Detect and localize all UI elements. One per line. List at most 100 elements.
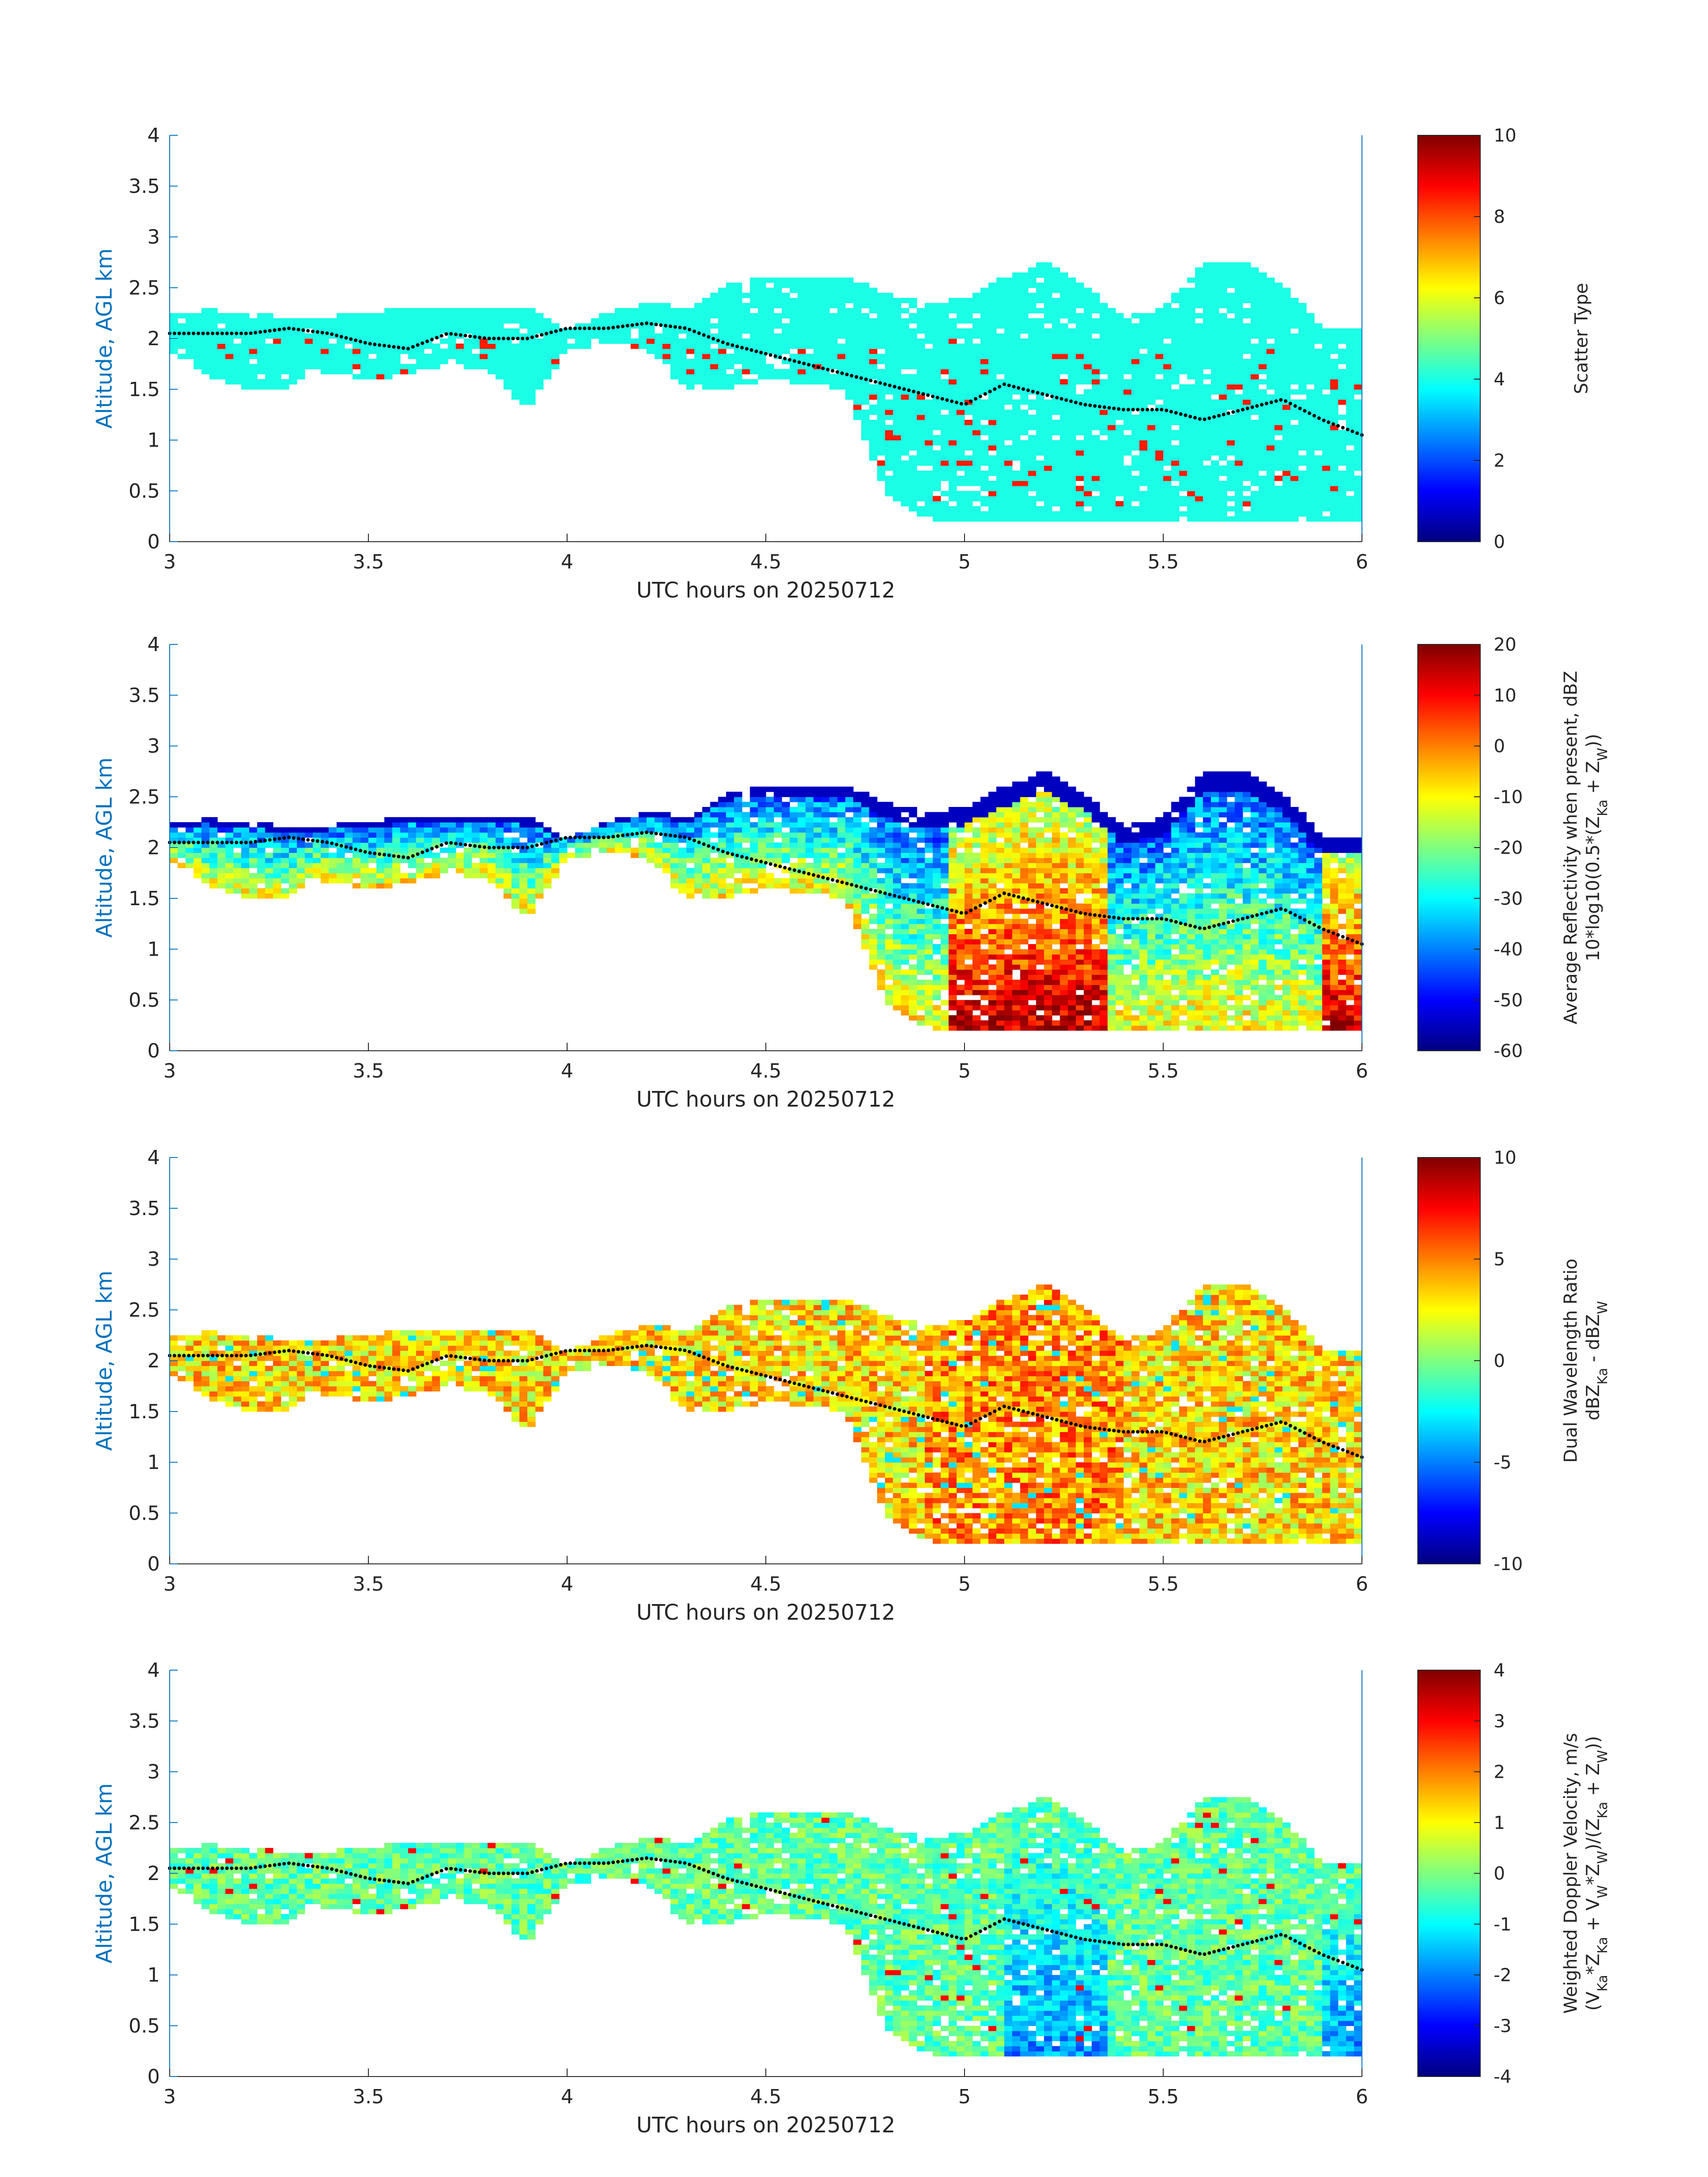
heat-cell (1322, 465, 1331, 471)
heat-cell (726, 822, 735, 828)
heat-cell (1282, 333, 1291, 339)
heat-cell (1203, 485, 1211, 491)
heat-cell (543, 832, 551, 838)
heat-cell (296, 354, 305, 359)
heat-cell (1123, 506, 1132, 512)
heat-cell (965, 511, 973, 517)
heat-cell (591, 318, 599, 324)
heat-cell (519, 868, 528, 873)
heat-cell (1258, 506, 1267, 512)
heat-cell (1314, 420, 1323, 425)
heat-cell (1179, 465, 1187, 471)
heat-cell (416, 323, 425, 329)
heat-cell (1306, 425, 1315, 430)
heat-cell (734, 807, 743, 812)
heat-cell (917, 420, 925, 425)
heat-cell (1338, 328, 1346, 334)
trace-dot (1040, 392, 1044, 396)
heat-cell (265, 888, 273, 894)
heat-cell (535, 848, 544, 853)
heat-cell (1203, 516, 1211, 522)
heat-cell (758, 333, 766, 339)
heat-cell (1211, 364, 1219, 369)
heat-cell (1195, 394, 1203, 400)
heat-cell (972, 476, 981, 481)
heat-cell (1084, 430, 1092, 435)
heat-cell (1219, 394, 1227, 400)
heat-cell (265, 827, 273, 833)
heat-cell (376, 369, 385, 375)
heat-cell (527, 868, 536, 873)
heat-cell (225, 369, 234, 375)
heat-cell (1099, 318, 1108, 324)
heat-cell (1068, 328, 1076, 334)
heat-cell (1219, 516, 1227, 522)
heat-cell (233, 364, 242, 369)
heat-cell (1044, 455, 1052, 461)
heat-cell (1258, 288, 1267, 293)
heat-cell (647, 837, 655, 843)
heat-cell (408, 323, 417, 329)
heat-cell (1195, 511, 1203, 517)
heat-cell (1060, 435, 1068, 441)
heat-cell (1250, 374, 1259, 380)
heat-cell (599, 848, 607, 853)
heat-cell (1068, 425, 1076, 430)
heat-cell (662, 328, 671, 334)
heat-cell (670, 348, 679, 354)
heat-cell (455, 863, 464, 869)
heat-cell (798, 379, 806, 384)
heat-cell (1036, 414, 1044, 420)
heat-cell (956, 420, 965, 425)
heat-cell (1044, 369, 1052, 375)
heat-cell (1107, 481, 1116, 486)
heat-cell (662, 817, 671, 823)
heat-cell (965, 425, 973, 430)
heat-cell (1012, 425, 1021, 430)
heat-cell (305, 857, 313, 863)
heat-cell (686, 832, 695, 838)
heat-cell (988, 308, 997, 313)
heat-cell (1012, 338, 1021, 344)
heat-cell (885, 389, 894, 395)
heat-cell (321, 369, 329, 375)
heat-cell (1060, 303, 1068, 309)
heat-cell (384, 837, 393, 843)
heat-cell (742, 878, 750, 884)
heat-cell (917, 354, 925, 359)
heat-cell (519, 374, 528, 380)
heat-cell (1076, 516, 1084, 522)
trace-dot (311, 330, 315, 334)
y-axis-label: Altitude, AGL km (92, 248, 117, 429)
heat-cell (1179, 420, 1187, 425)
heat-cell (480, 822, 488, 828)
heat-cell (1187, 384, 1195, 390)
heat-cell (1187, 399, 1195, 405)
heat-cell (1115, 476, 1124, 481)
heat-cell (956, 318, 965, 324)
heat-cell (893, 476, 902, 481)
heat-cell (1211, 450, 1219, 456)
heat-cell (241, 888, 250, 894)
heat-cell (1020, 318, 1028, 324)
heat-cell (1338, 516, 1346, 522)
heat-cell (1163, 379, 1172, 384)
heat-cell (527, 852, 536, 858)
heat-cell (1266, 364, 1275, 369)
heat-cell (1139, 496, 1148, 501)
heat-cell (360, 318, 369, 324)
heat-cell (249, 888, 258, 894)
heat-cell (416, 857, 425, 863)
heat-cell (1084, 511, 1092, 517)
heat-cell (1163, 364, 1172, 369)
heat-cell (1004, 445, 1013, 451)
heat-cell (1203, 313, 1211, 319)
heat-cell (511, 354, 520, 359)
trace-dot (392, 345, 396, 349)
heat-cell (495, 364, 504, 369)
heat-cell (1084, 496, 1092, 501)
heat-cell (472, 827, 480, 833)
heat-cell (1091, 445, 1100, 451)
heat-cell (758, 354, 766, 359)
heat-cell (972, 481, 981, 486)
